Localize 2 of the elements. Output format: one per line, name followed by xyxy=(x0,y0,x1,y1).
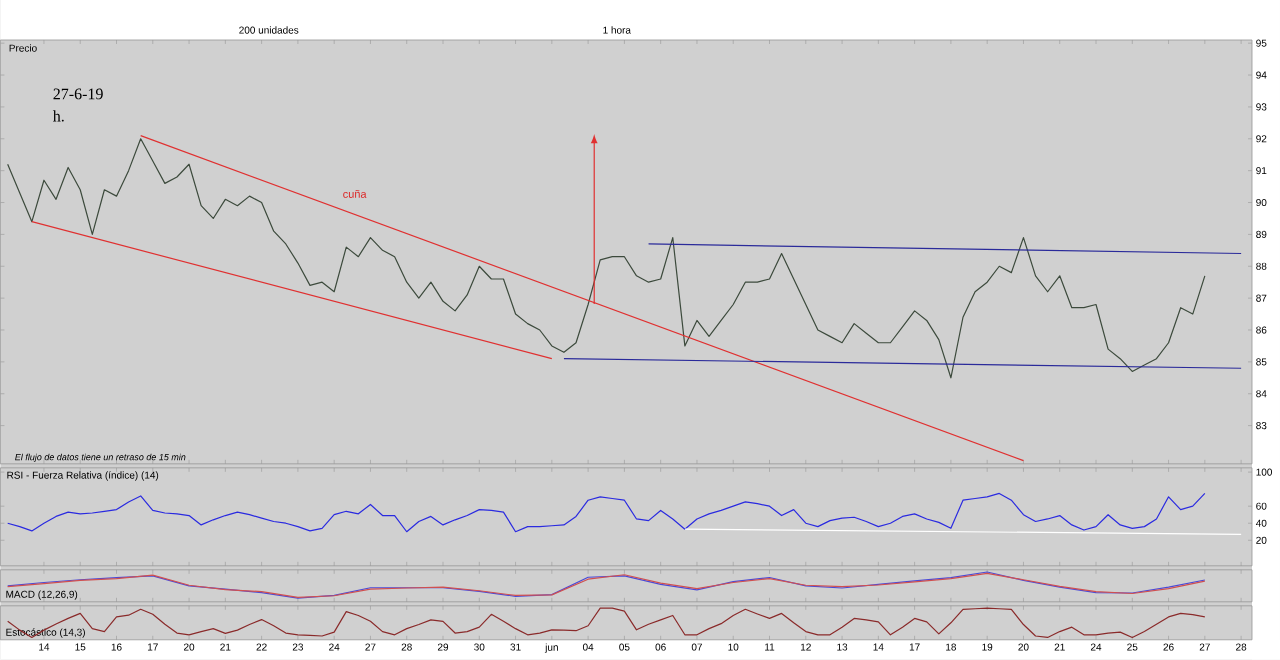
line-series xyxy=(7,138,1206,379)
line-series xyxy=(7,492,1206,533)
